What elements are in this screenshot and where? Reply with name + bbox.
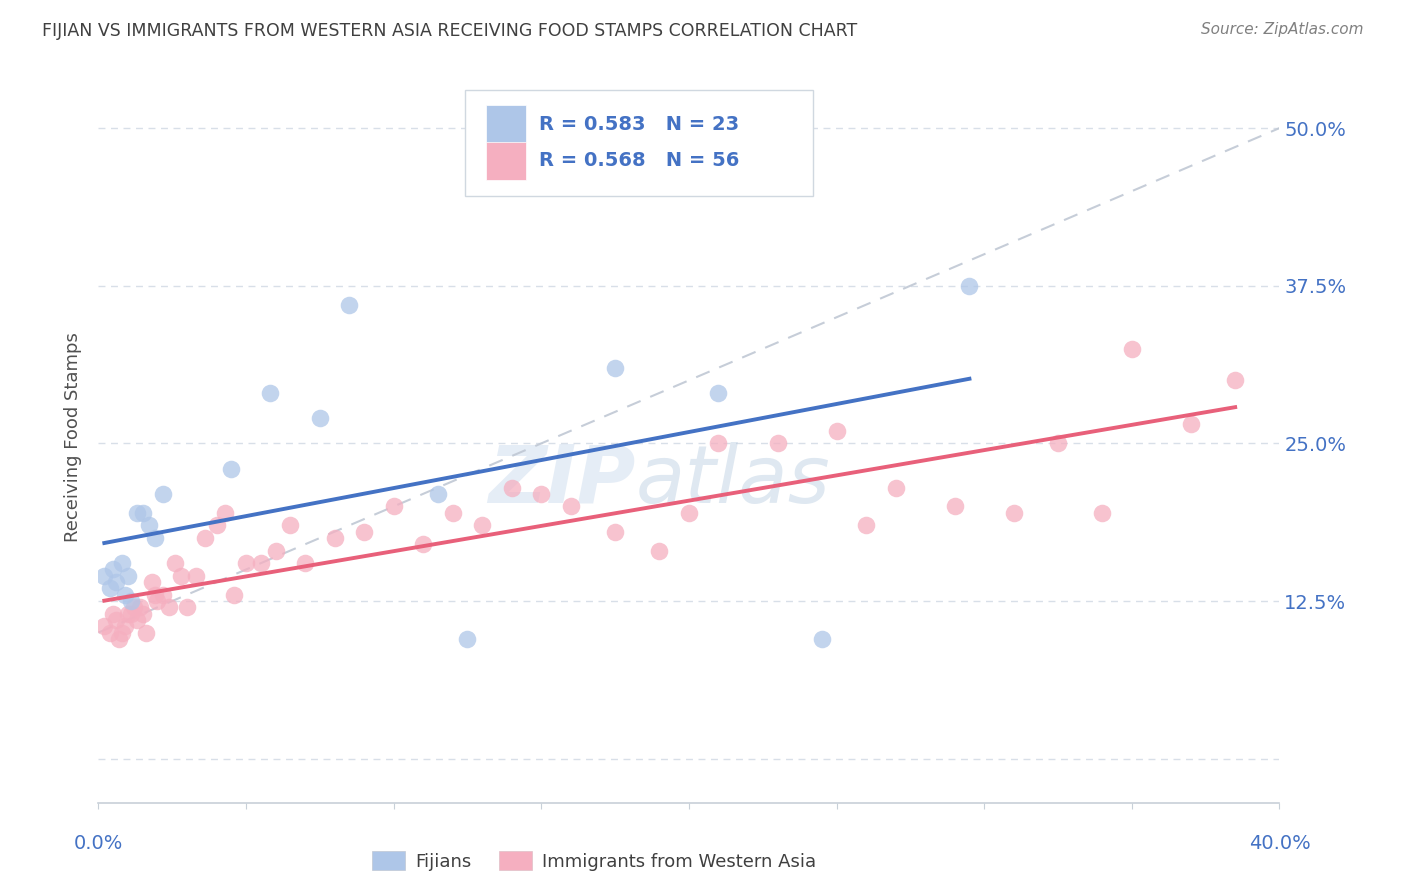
- Point: [1046, 436, 1069, 450]
- Point: [648, 543, 671, 558]
- Point: [943, 500, 966, 514]
- Point: [810, 632, 832, 646]
- FancyBboxPatch shape: [486, 105, 526, 143]
- Y-axis label: Receiving Food Stamps: Receiving Food Stamps: [65, 332, 83, 542]
- Text: ZIP: ZIP: [488, 442, 636, 520]
- Point: [111, 556, 134, 570]
- Point: [135, 625, 157, 640]
- Point: [259, 386, 281, 401]
- Point: [825, 424, 848, 438]
- Point: [605, 360, 627, 375]
- Point: [141, 575, 163, 590]
- Point: [184, 569, 207, 583]
- Point: [766, 436, 789, 450]
- Point: [120, 594, 142, 608]
- Point: [128, 600, 150, 615]
- Point: [214, 506, 236, 520]
- Point: [884, 481, 907, 495]
- Point: [157, 600, 180, 615]
- Point: [117, 569, 139, 583]
- Point: [146, 594, 169, 608]
- Point: [707, 386, 730, 401]
- Point: [125, 506, 148, 520]
- Point: [103, 562, 125, 576]
- Point: [98, 625, 121, 640]
- Point: [132, 607, 155, 621]
- Text: atlas: atlas: [636, 442, 831, 520]
- Point: [105, 575, 128, 590]
- Text: FIJIAN VS IMMIGRANTS FROM WESTERN ASIA RECEIVING FOOD STAMPS CORRELATION CHART: FIJIAN VS IMMIGRANTS FROM WESTERN ASIA R…: [42, 22, 858, 40]
- FancyBboxPatch shape: [464, 90, 813, 195]
- Point: [152, 487, 174, 501]
- Point: [194, 531, 217, 545]
- Point: [103, 607, 125, 621]
- Point: [501, 481, 523, 495]
- Point: [105, 613, 128, 627]
- Point: [678, 506, 700, 520]
- Text: R = 0.568   N = 56: R = 0.568 N = 56: [538, 151, 740, 170]
- Point: [93, 569, 115, 583]
- Point: [117, 607, 139, 621]
- Point: [132, 506, 155, 520]
- Point: [205, 518, 228, 533]
- Point: [114, 588, 136, 602]
- Point: [1002, 506, 1025, 520]
- Point: [339, 298, 360, 312]
- Point: [605, 524, 627, 539]
- Point: [264, 543, 287, 558]
- Point: [278, 518, 302, 533]
- Point: [108, 632, 131, 646]
- Point: [152, 588, 174, 602]
- Point: [219, 461, 242, 475]
- Point: [111, 625, 134, 640]
- Point: [530, 487, 553, 501]
- Point: [382, 500, 405, 514]
- Point: [176, 600, 198, 615]
- Text: Source: ZipAtlas.com: Source: ZipAtlas.com: [1201, 22, 1364, 37]
- Point: [114, 619, 136, 633]
- Point: [122, 600, 145, 615]
- Point: [323, 531, 346, 545]
- Point: [170, 569, 193, 583]
- Point: [1223, 373, 1246, 387]
- Point: [855, 518, 877, 533]
- Point: [560, 500, 582, 514]
- Point: [707, 436, 730, 450]
- Point: [471, 518, 494, 533]
- Point: [143, 588, 166, 602]
- Point: [1121, 342, 1143, 356]
- Point: [120, 607, 142, 621]
- Point: [125, 613, 148, 627]
- Point: [294, 556, 316, 570]
- Point: [412, 537, 434, 551]
- Point: [427, 487, 450, 501]
- Point: [959, 278, 981, 293]
- Point: [250, 556, 273, 570]
- Point: [353, 524, 375, 539]
- Legend: Fijians, Immigrants from Western Asia: Fijians, Immigrants from Western Asia: [366, 844, 824, 878]
- Point: [309, 411, 332, 425]
- Text: R = 0.583   N = 23: R = 0.583 N = 23: [538, 114, 740, 134]
- Text: 0.0%: 0.0%: [73, 834, 124, 854]
- Point: [1180, 417, 1202, 432]
- Point: [143, 531, 166, 545]
- Point: [441, 506, 464, 520]
- Point: [1091, 506, 1114, 520]
- Point: [165, 556, 187, 570]
- Point: [224, 588, 246, 602]
- Point: [93, 619, 115, 633]
- Text: 40.0%: 40.0%: [1249, 834, 1310, 854]
- Point: [235, 556, 257, 570]
- FancyBboxPatch shape: [486, 142, 526, 179]
- Point: [138, 518, 160, 533]
- Point: [456, 632, 478, 646]
- Point: [98, 582, 121, 596]
